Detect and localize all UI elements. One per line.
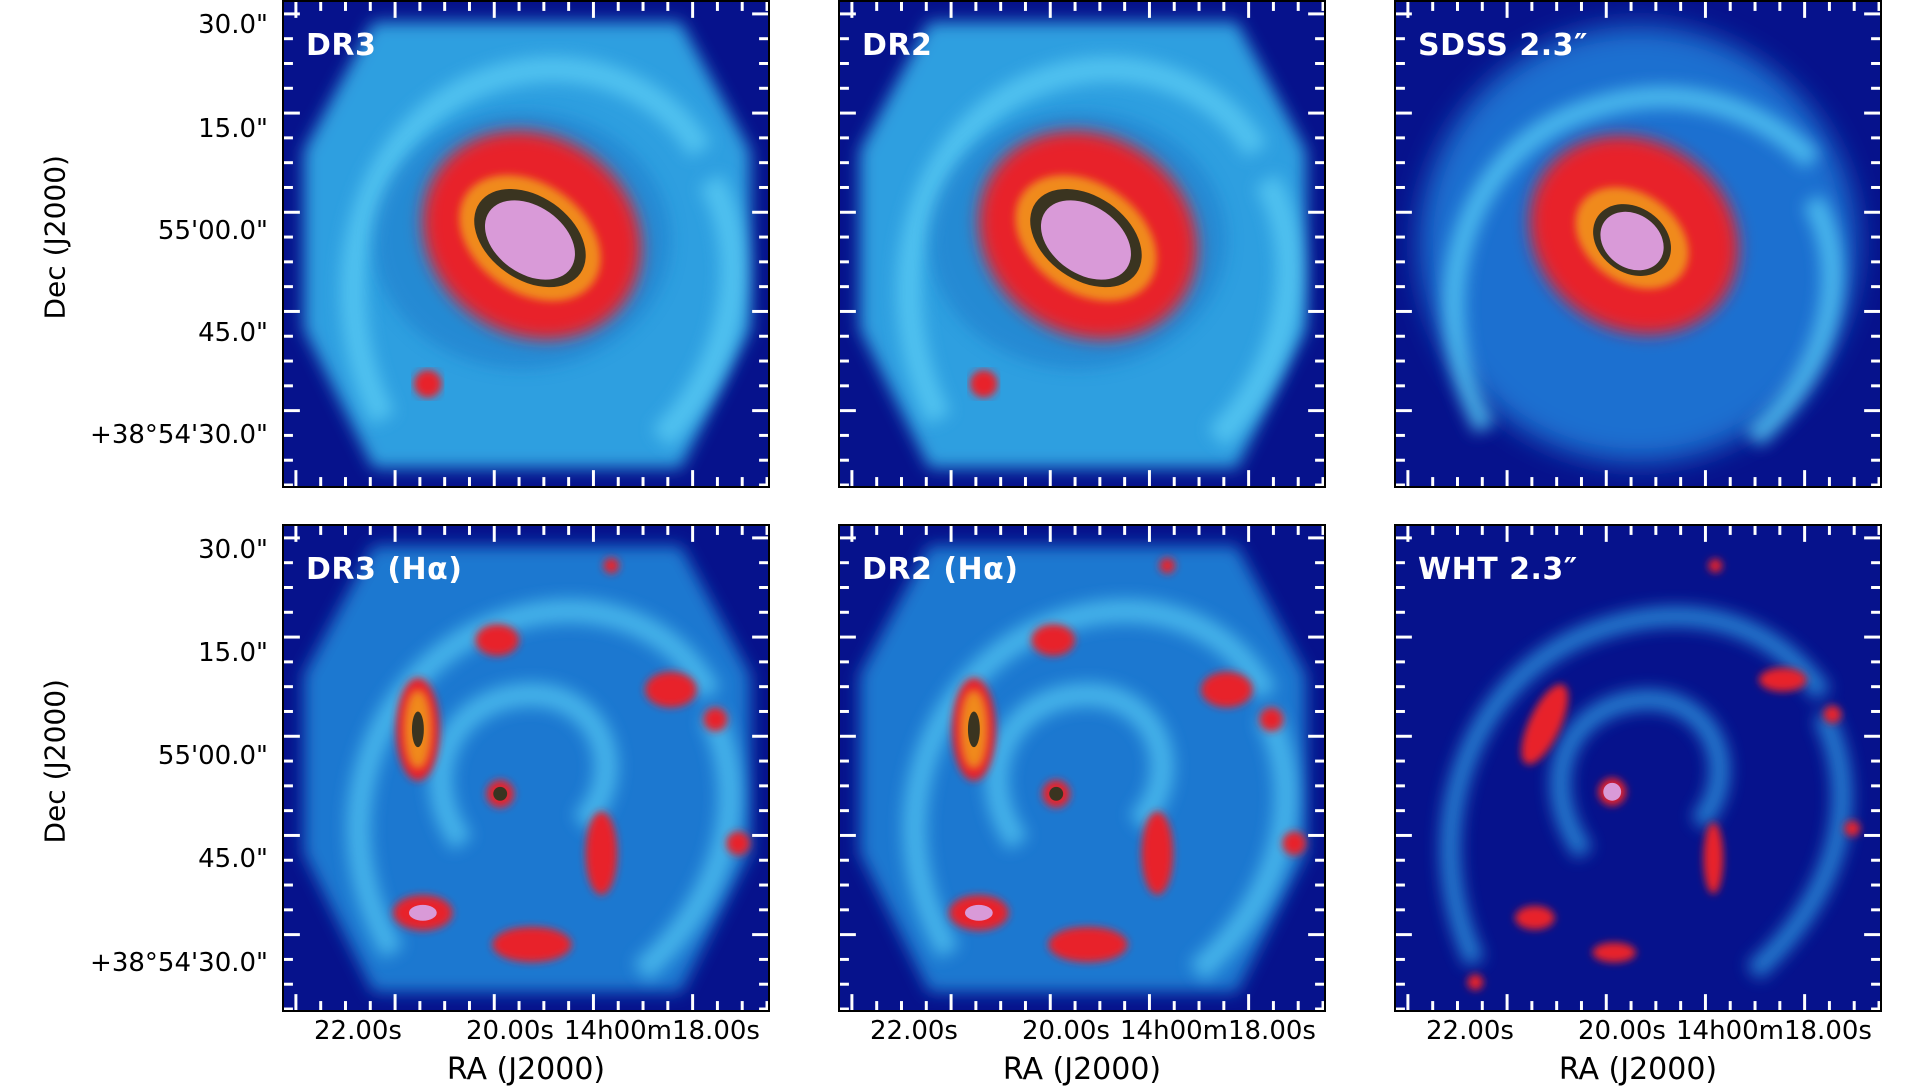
- x-tick-label: 14h00m18.00s: [1676, 1016, 1872, 1046]
- y-tick-label: 45.0": [198, 318, 268, 348]
- image-halpha-dr2: [840, 526, 1324, 1010]
- panel-label: DR2: [862, 28, 933, 63]
- x-axis-label: RA (J2000): [1558, 1052, 1718, 1087]
- y-tick-label: 45.0": [198, 844, 268, 874]
- image-halpha-wht: [1396, 526, 1880, 1010]
- x-axis-label: RA (J2000): [1002, 1052, 1162, 1087]
- y-tick-label: 55'00.0": [157, 741, 268, 771]
- panel-label: SDSS 2.3″: [1418, 28, 1588, 63]
- y-axis-label: Dec (J2000): [38, 679, 72, 844]
- panel-dr3-halpha: DR3 (Hα): [282, 524, 770, 1012]
- x-tick-label: 22.00s: [870, 1016, 958, 1046]
- frame-ticks: [840, 526, 1324, 1010]
- x-tick-label: 22.00s: [1426, 1016, 1514, 1046]
- y-tick-label: 15.0": [198, 114, 268, 144]
- x-tick-label: 20.00s: [1022, 1016, 1110, 1046]
- frame-ticks: [840, 2, 1324, 486]
- panel-label: DR3: [306, 28, 377, 63]
- frame-ticks: [284, 2, 768, 486]
- x-tick-label: 14h00m18.00s: [1120, 1016, 1316, 1046]
- x-axis-label: RA (J2000): [446, 1052, 606, 1087]
- image-continuum-dr2: [840, 2, 1324, 486]
- frame-ticks: [1396, 526, 1880, 1010]
- y-tick-label: 15.0": [198, 638, 268, 668]
- image-continuum-dr3: [284, 2, 768, 486]
- frame-ticks: [1396, 2, 1880, 486]
- x-tick-label: 20.00s: [466, 1016, 554, 1046]
- panel-label: WHT 2.3″: [1418, 552, 1578, 587]
- x-tick-label: 22.00s: [314, 1016, 402, 1046]
- image-halpha-dr3: [284, 526, 768, 1010]
- image-continuum-sdss: [1396, 2, 1880, 486]
- panel-dr2: DR2: [838, 0, 1326, 488]
- x-tick-label: 14h00m18.00s: [564, 1016, 760, 1046]
- y-tick-label: 55'00.0": [157, 216, 268, 246]
- panel-wht: WHT 2.3″: [1394, 524, 1882, 1012]
- y-axis-label: Dec (J2000): [38, 155, 72, 320]
- y-tick-label: +38°54'30.0": [90, 420, 268, 450]
- frame-ticks: [284, 526, 768, 1010]
- x-tick-label: 20.00s: [1578, 1016, 1666, 1046]
- panel-sdss: SDSS 2.3″: [1394, 0, 1882, 488]
- panel-dr3: DR3: [282, 0, 770, 488]
- y-tick-label: +38°54'30.0": [90, 948, 268, 978]
- panel-label: DR2 (Hα): [862, 552, 1019, 587]
- panel-dr2-halpha: DR2 (Hα): [838, 524, 1326, 1012]
- y-tick-label: 30.0": [198, 535, 268, 565]
- panel-label: DR3 (Hα): [306, 552, 463, 587]
- y-tick-label: 30.0": [198, 10, 268, 40]
